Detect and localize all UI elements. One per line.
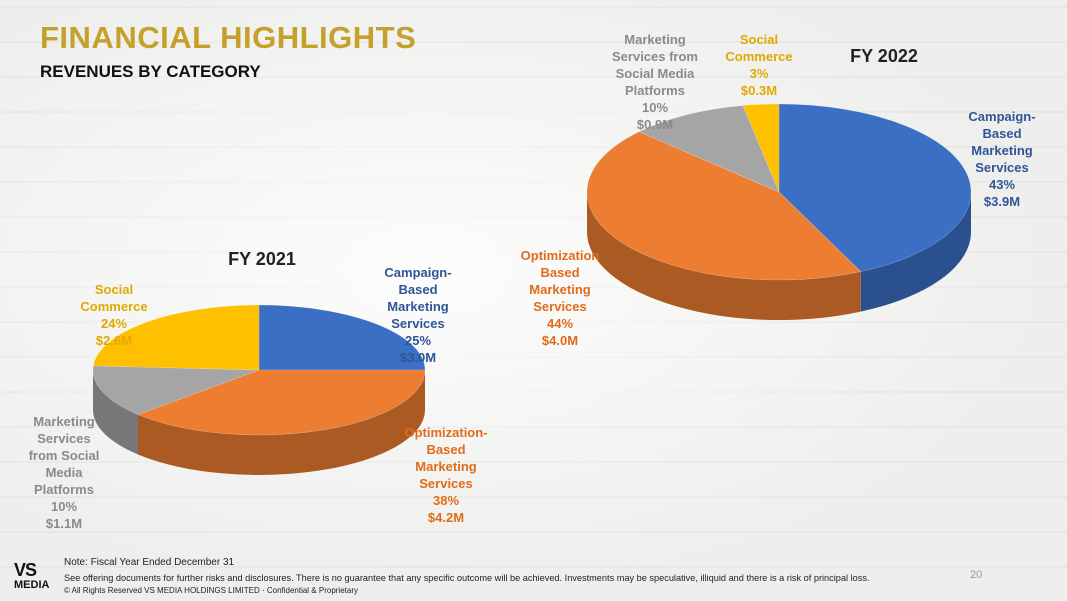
slice-label-line: Marketing [529,282,590,297]
slice-percent: 25% [405,333,431,348]
slice-label-line: Services [391,316,445,331]
slice-label-line: Optimization- [404,425,487,440]
slice-label-social_commerce: Social Commerce 3% $0.3M [725,32,792,98]
slice-percent: 43% [989,177,1015,192]
slice-label-line: Marketing [971,143,1032,158]
slice-label-line: Services [975,160,1029,175]
pie-chart-2: FY 2022 Campaign- Based Marketing Services 43… [521,32,1036,348]
slice-label-line: Media [46,465,84,480]
slice-label-optimization: Optimization Based Marketing Services 44% $4.… [521,248,600,348]
slice-label-line: Services [533,299,587,314]
slice-amount: $2.6M [96,333,132,348]
slice-percent: 44% [547,316,573,331]
disclaimer-text: See offering documents for further risks… [64,573,870,583]
pie-slice-social_commerce [92,304,260,371]
slice-amount: $0.3M [741,83,777,98]
slice-amount: $4.2M [428,510,464,525]
slice-label-line: Commerce [725,49,792,64]
slice-label-social_media: Marketing Services from Social Media Platfo… [612,32,698,132]
pie-side-social_media [93,370,138,455]
slice-percent: 10% [51,499,77,514]
pie-chart-1: FY 2021 Campaign- Based Marketing Services 25… [29,249,488,531]
page-title: FINANCIAL HIGHLIGHTS [40,20,417,55]
slice-label-line: Services [37,431,91,446]
slice-label-line: Commerce [80,299,147,314]
slice-label-campaign: Campaign- Based Marketing Services 25% $3.0M [384,265,451,365]
slice-label-line: Marketing [624,32,685,47]
fiscal-year-note: Note: Fiscal Year Ended December 31 [64,557,235,568]
pie-slice-optimization [137,369,426,436]
slice-label-line: Campaign- [968,109,1035,124]
pie-side-optimization [587,192,861,320]
pie-side-optimization [137,370,425,476]
slice-label-line: Social Media [616,66,696,81]
slice-label-line: Services [419,476,473,491]
slice-label-line: Marketing [33,414,94,429]
slice-percent: 10% [642,100,668,115]
slice-label-line: Services from [612,49,698,64]
pie-slice-social_media [92,365,260,415]
slice-amount: $3.9M [984,194,1020,209]
slice-percent: 3% [750,66,769,81]
slice-label-line: Based [982,126,1021,141]
slice-label-optimization: Optimization- Based Marketing Services 38% $4… [404,425,487,525]
slice-label-line: Optimization [521,248,600,263]
page-number: 20 [970,569,983,581]
pie-slice-social_media [638,105,780,193]
slice-amount: $4.0M [542,333,578,348]
pie-slice-campaign [258,304,426,371]
slice-label-line: Based [540,265,579,280]
slice-label-line: Campaign- [384,265,451,280]
logo-text-bottom: MEDIA [14,579,50,591]
slice-label-line: Social [95,282,133,297]
slice-label-line: Platforms [34,482,94,497]
pie-slice-campaign [778,103,972,272]
slice-label-line: Based [398,282,437,297]
slice-label-line: Marketing [387,299,448,314]
slice-amount: $1.1M [46,516,82,531]
slice-amount: $0.9M [637,117,673,132]
slice-percent: 38% [433,493,459,508]
chart-title: FY 2022 [850,46,918,66]
slice-label-campaign: Campaign- Based Marketing Services 43% $3.9M [968,109,1035,209]
slice-amount: $3.0M [400,350,436,365]
slice-label-social_media: Marketing Services from Social Media Platfor… [29,414,100,531]
slice-label-social_commerce: Social Commerce 24% $2.6M [80,282,147,348]
slice-label-line: Marketing [415,459,476,474]
slice-label-line: Platforms [625,83,685,98]
footer: VS MEDIA Note: Fiscal Year Ended Decembe… [0,555,1067,601]
slice-label-line: from Social [29,448,100,463]
pie-side-campaign [860,192,971,312]
chart-title: FY 2021 [228,249,296,269]
pie-slice-social_commerce [742,103,780,193]
pie-slice-optimization [586,131,862,281]
slice-percent: 24% [101,316,127,331]
page-subtitle: REVENUES BY CATEGORY [40,62,261,81]
slice-label-line: Based [426,442,465,457]
slice-label-line: Social [740,32,778,47]
copyright-text: © All Rights Reserved VS MEDIA HOLDINGS … [64,586,358,595]
vs-media-logo: VS MEDIA [14,560,58,597]
logo-text-top: VS [14,560,37,580]
